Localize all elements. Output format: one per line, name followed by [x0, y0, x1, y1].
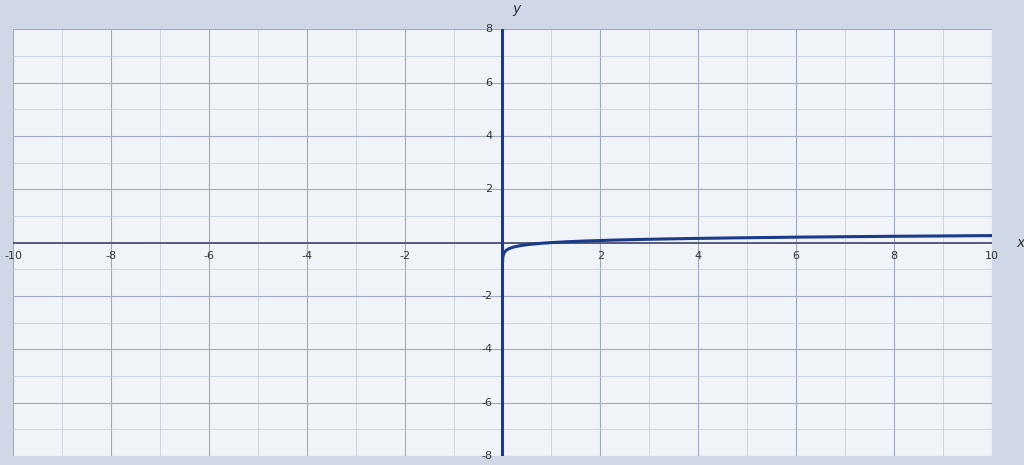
- Text: 8: 8: [485, 24, 493, 34]
- Text: -4: -4: [481, 344, 493, 354]
- Text: 4: 4: [694, 251, 701, 260]
- Text: -8: -8: [105, 251, 117, 260]
- Text: -6: -6: [204, 251, 214, 260]
- Text: 10: 10: [985, 251, 998, 260]
- Text: x: x: [1016, 236, 1024, 250]
- Text: 8: 8: [890, 251, 897, 260]
- Text: -4: -4: [301, 251, 312, 260]
- Text: -8: -8: [481, 451, 493, 461]
- Text: -10: -10: [4, 251, 23, 260]
- Text: 6: 6: [485, 78, 493, 88]
- Text: -2: -2: [481, 291, 493, 301]
- Text: -6: -6: [481, 398, 493, 407]
- Text: 2: 2: [597, 251, 604, 260]
- Text: 4: 4: [485, 131, 493, 141]
- Text: 6: 6: [793, 251, 800, 260]
- Text: 2: 2: [485, 184, 493, 194]
- Text: -2: -2: [399, 251, 411, 260]
- Text: y: y: [512, 2, 520, 16]
